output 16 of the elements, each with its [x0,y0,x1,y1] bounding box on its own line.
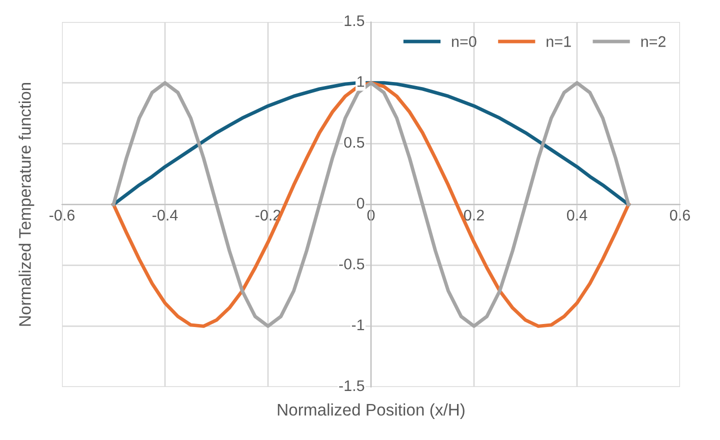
y-tick-label: 0.5 [344,136,364,148]
x-tick-label: 0.6 [670,210,690,221]
x-tick-label: -0.6 [50,210,74,221]
y-tick-label: -1 [352,320,364,330]
legend-label: n=0 [452,36,476,47]
y-tick-label: 0 [356,198,364,209]
y-tick-label: -0.5 [339,258,364,270]
x-tick-label: -0.4 [152,210,178,221]
x-axis-title: Normalized Position (x/H) [278,403,464,419]
x-tick-label: 0.4 [566,210,588,221]
x-tick-label: 0.2 [464,210,484,221]
y-axis-title: Normalized Temperature function [18,82,34,326]
y-tick-label: 1.5 [344,15,364,26]
legend-label: n=2 [641,36,666,47]
y-tick-label: -1.5 [339,380,364,392]
legend-label: n=1 [546,36,571,47]
